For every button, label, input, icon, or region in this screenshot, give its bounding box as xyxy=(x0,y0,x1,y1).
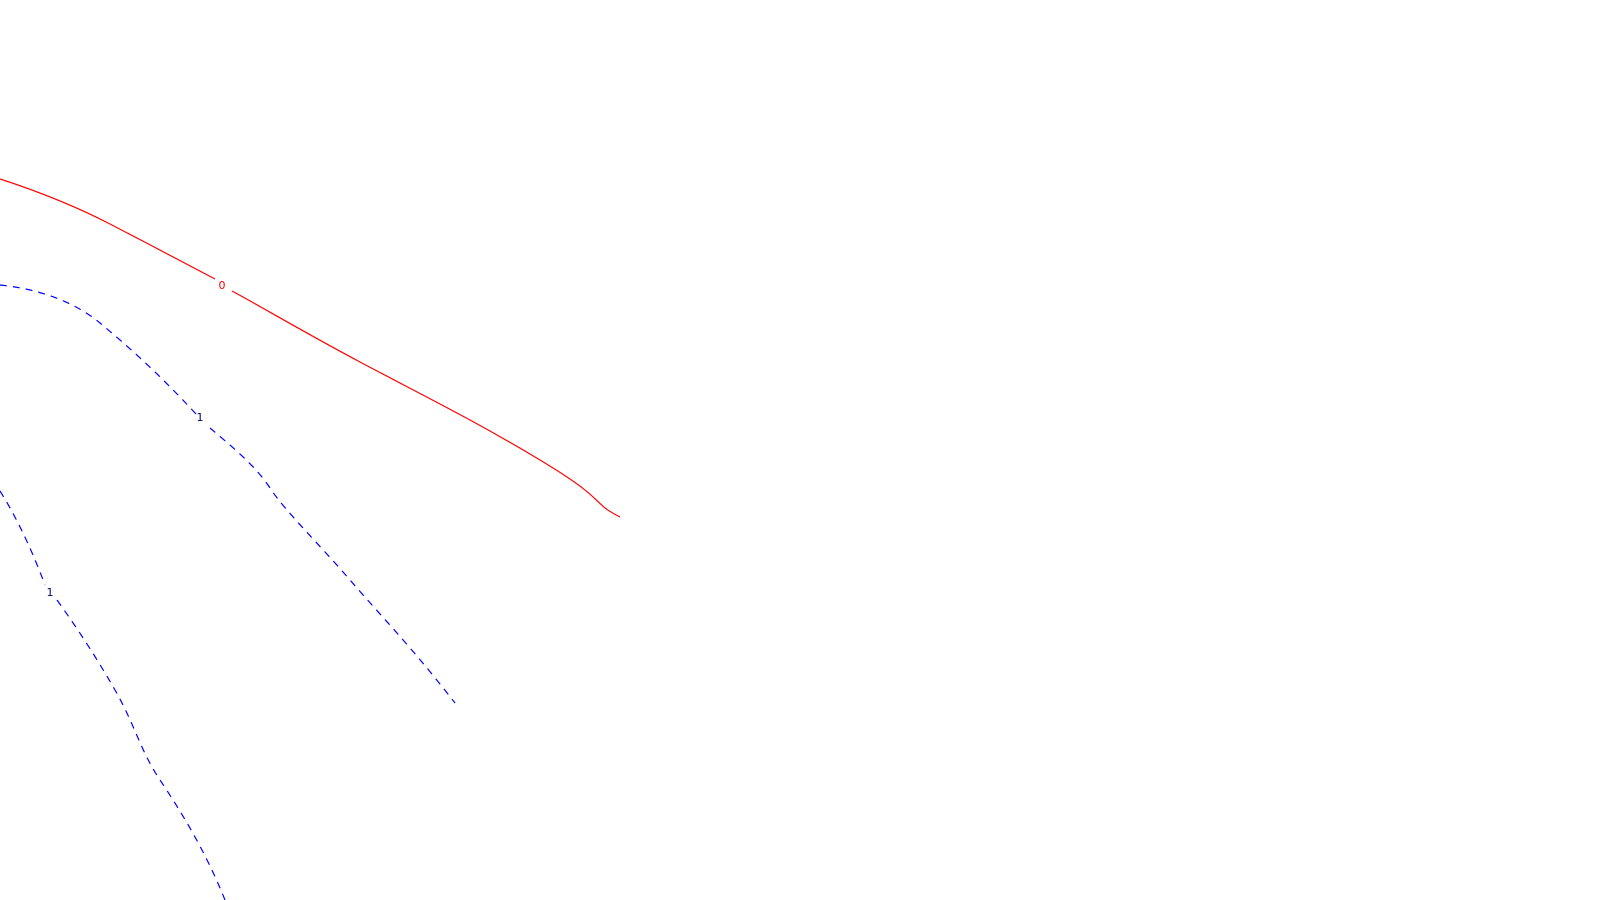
contour-line-0 xyxy=(0,178,621,518)
contour-line-1-lower xyxy=(0,490,226,900)
contour-label-1-upper: 1 xyxy=(197,411,204,424)
contour-label-1-lower: 1 xyxy=(47,586,54,599)
contour-line-1-upper xyxy=(0,284,456,704)
contour-label-0: 0 xyxy=(219,279,226,292)
